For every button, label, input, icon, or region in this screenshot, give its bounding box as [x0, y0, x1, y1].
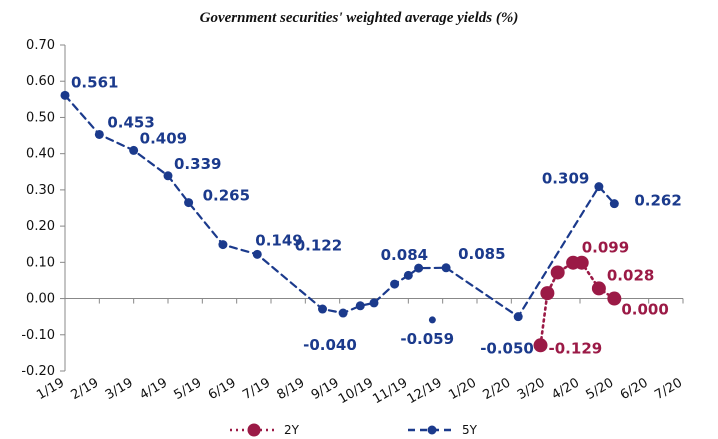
data-point-5Y	[60, 90, 70, 100]
data-label-5Y: 0.339	[174, 155, 221, 173]
data-point-2Y	[533, 338, 548, 353]
data-point-5Y	[441, 263, 451, 273]
data-label-2Y: -0.129	[549, 339, 603, 357]
x-tick-label: 4/20	[549, 375, 582, 403]
data-point-2Y	[591, 281, 606, 296]
data-point-5Y	[218, 240, 228, 250]
data-label-2Y: 0.000	[621, 301, 668, 319]
data-label-5Y: 0.453	[107, 113, 154, 131]
data-label-5Y: -0.050	[480, 340, 534, 358]
data-point-5Y	[369, 298, 379, 308]
data-label-5Y: -0.040	[303, 336, 357, 354]
x-tick-label: 8/19	[275, 375, 308, 403]
y-tick-label: 0.70	[26, 38, 55, 53]
data-point-5Y	[594, 182, 604, 192]
x-tick-label: 2/19	[69, 375, 102, 403]
data-label-5Y: 0.122	[295, 236, 342, 254]
data-point-5Y	[184, 198, 194, 208]
x-tick-label: 12/19	[405, 375, 445, 407]
isolated-point-5Y	[428, 316, 436, 324]
x-tick-label: 6/20	[618, 375, 651, 403]
x-tick-label: 9/19	[309, 375, 342, 403]
data-point-5Y	[513, 312, 523, 322]
data-label-5Y: 0.262	[634, 192, 681, 210]
legend-marker-2Y	[247, 423, 261, 437]
data-point-5Y	[390, 279, 400, 289]
x-tick-label: 1/20	[446, 375, 479, 403]
x-tick-label: 6/19	[206, 375, 239, 403]
data-label-5Y: -0.059	[400, 330, 454, 348]
y-tick-label: -0.20	[21, 364, 55, 379]
data-point-5Y	[129, 145, 139, 155]
data-label-5Y: 0.561	[71, 73, 118, 91]
y-tick-label: 0.30	[26, 183, 55, 198]
data-point-5Y	[252, 249, 262, 259]
data-point-5Y	[338, 308, 348, 318]
data-point-5Y	[318, 304, 327, 314]
legend-label-5Y: 5Y	[462, 423, 478, 437]
data-point-5Y	[403, 270, 413, 280]
x-tick-label: 5/19	[172, 375, 205, 403]
series-layer	[60, 90, 622, 353]
x-tick-label: 1/19	[34, 375, 67, 403]
y-tick-label: 0.10	[26, 255, 55, 270]
x-tick-label: 7/19	[240, 375, 273, 403]
y-tick-label: -0.10	[21, 328, 55, 343]
y-tick-label: 0.20	[26, 219, 55, 234]
data-point-2Y	[574, 255, 589, 270]
x-tick-label: 4/19	[137, 375, 170, 403]
data-label-5Y: 0.409	[140, 129, 187, 147]
x-tick-label: 3/20	[515, 375, 548, 403]
y-tick-label: 0.00	[26, 292, 55, 307]
data-label-5Y: 0.265	[203, 187, 250, 205]
legend: 2Y 5Y	[230, 423, 478, 437]
x-tick-label: 3/19	[103, 375, 136, 403]
series-line-5Y	[63, 94, 616, 319]
data-label-2Y: 0.028	[607, 266, 654, 284]
data-point-5Y	[94, 129, 104, 139]
y-tick-label: 0.50	[26, 110, 55, 125]
x-tick-label: 2/20	[481, 375, 514, 403]
chart-title: Government securities' weighted average …	[199, 10, 519, 26]
x-tick-label: 5/20	[584, 375, 617, 403]
x-tick-label: 11/19	[370, 375, 410, 407]
y-tick-label: 0.40	[26, 147, 55, 162]
data-point-5Y	[609, 199, 619, 209]
data-label-5Y: 0.149	[255, 231, 302, 249]
data-label-2Y: 0.099	[582, 239, 629, 257]
legend-marker-5Y	[427, 425, 437, 435]
data-point-5Y	[355, 301, 365, 311]
data-label-5Y: 0.085	[458, 245, 505, 263]
x-tick-label: 7/20	[652, 375, 685, 403]
legend-label-2Y: 2Y	[284, 423, 300, 437]
data-point-2Y	[550, 265, 565, 280]
data-point-2Y	[540, 286, 555, 301]
y-tick-label: 0.60	[26, 74, 55, 89]
data-point-5Y	[414, 263, 424, 273]
data-point-5Y	[163, 171, 173, 181]
data-label-5Y: 0.084	[381, 246, 428, 264]
data-point-2Y	[607, 291, 622, 306]
data-label-5Y: 0.309	[542, 170, 589, 188]
x-tick-label: 10/19	[336, 375, 376, 407]
